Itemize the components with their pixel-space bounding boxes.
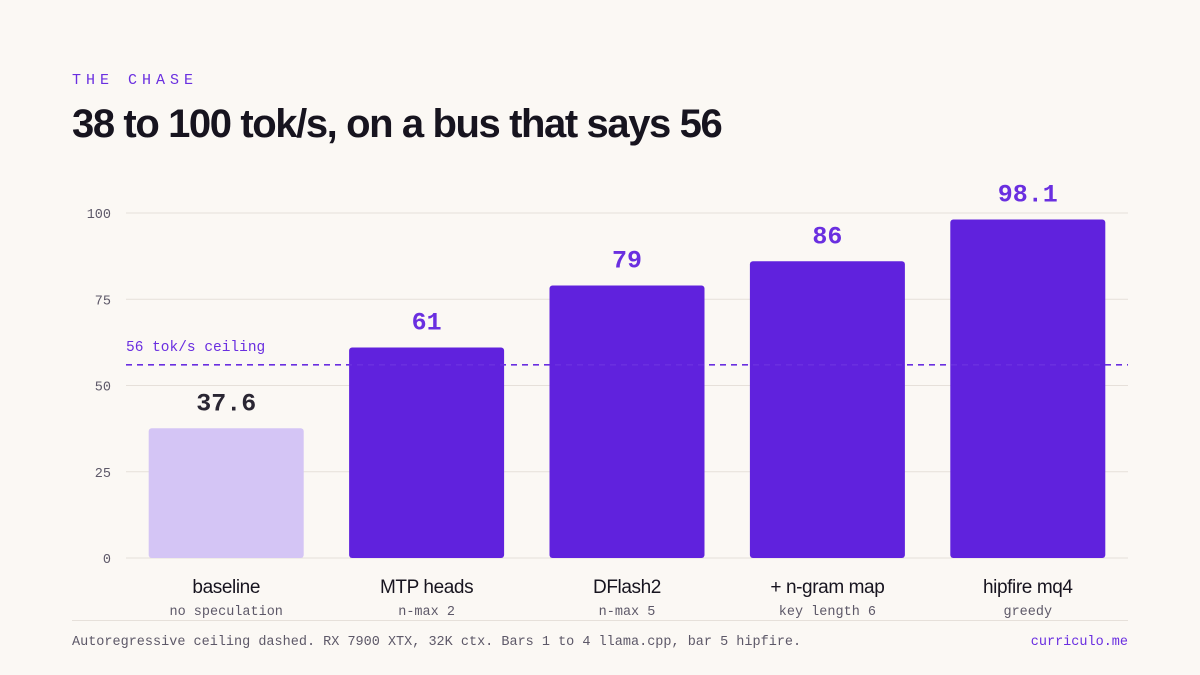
x-subcategory-label: no speculation (169, 605, 282, 620)
y-tick-label: 0 (103, 553, 111, 568)
chart-title: 38 to 100 tok/s, on a bus that says 56 (72, 102, 723, 146)
y-tick-label: 50 (95, 381, 111, 396)
bar-value-label: 86 (812, 222, 842, 251)
bar (749, 261, 905, 558)
bar (349, 347, 505, 558)
y-tick-label: 75 (95, 294, 111, 309)
y-tick-label: 25 (95, 467, 111, 482)
x-subcategory-label: greedy (1003, 605, 1052, 620)
bar (950, 219, 1106, 558)
x-category-label: DFlash2 (593, 577, 661, 598)
x-category-label: + n-gram map (770, 577, 884, 598)
bar (549, 285, 705, 558)
bar-value-label: 37.6 (196, 389, 256, 418)
ceiling-label: 56 tok/s ceiling (126, 340, 265, 356)
x-subcategory-label: n-max 2 (398, 605, 455, 620)
bar-value-label: 98.1 (998, 181, 1058, 210)
footer-divider (72, 620, 1128, 621)
x-subcategory-label: key length 6 (779, 605, 876, 620)
footer-site-link[interactable]: curriculo.me (1030, 635, 1128, 650)
footer-note: Autoregressive ceiling dashed. RX 7900 X… (72, 635, 802, 650)
bar-value-label: 61 (412, 309, 442, 338)
x-category-label: hipfire mq4 (983, 577, 1073, 598)
x-category-label: MTP heads (380, 577, 473, 598)
x-category-label: baseline (192, 577, 260, 598)
eyebrow-label: THE CHASE (72, 72, 199, 89)
bar (148, 428, 304, 558)
y-tick-label: 100 (87, 208, 111, 223)
x-subcategory-label: n-max 5 (599, 605, 656, 620)
bar-value-label: 79 (612, 246, 642, 275)
